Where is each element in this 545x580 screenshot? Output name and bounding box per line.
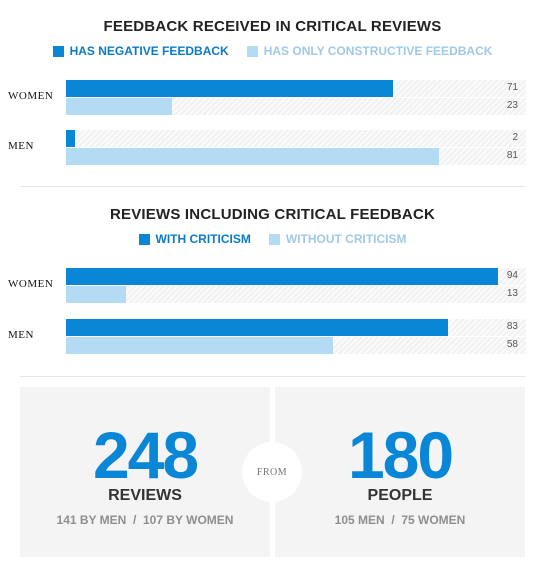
people-stat-panel: 180 PEOPLE 105 MEN / 75 WOMEN <box>275 387 525 557</box>
bar-value-label: 23 <box>506 100 518 111</box>
legend-item-negative: HAS NEGATIVE FEEDBACK <box>52 44 229 58</box>
chart-2-title: REVIEWS INCLUDING CRITICAL FEEDBACK <box>109 206 436 223</box>
section-divider <box>20 376 525 377</box>
bar-track: 2 <box>66 130 526 147</box>
legend-swatch-with-criticism <box>138 233 150 245</box>
legend-label-without-criticism: WITHOUT CRITICISM <box>285 232 407 246</box>
category-label-men: MEN <box>8 140 34 152</box>
bar-men-series-1 <box>66 148 439 165</box>
reviews-count: 248 <box>92 418 199 492</box>
reviews-breakdown: 141 BY MEN / 107 BY WOMEN <box>56 513 234 527</box>
bar-value-label: 13 <box>506 288 518 299</box>
bar-women-series-1 <box>66 286 126 303</box>
bar-men-series-1 <box>66 337 333 354</box>
legend-label-negative: HAS NEGATIVE FEEDBACK <box>69 44 229 58</box>
legend-item-with-criticism: WITH CRITICISM <box>138 232 251 246</box>
chart-1-title: FEEDBACK RECEIVED IN CRITICAL REVIEWS <box>103 18 442 35</box>
reviews-stat-panel: 248 REVIEWS 141 BY MEN / 107 BY WOMEN <box>20 387 270 557</box>
bar-women-series-0 <box>66 80 393 97</box>
from-label: FROM <box>256 466 288 478</box>
bar-track: 81 <box>66 148 526 165</box>
people-breakdown: 105 MEN / 75 WOMEN <box>334 513 466 527</box>
bar-value-label: 83 <box>506 321 518 332</box>
bar-women-series-0 <box>66 268 499 285</box>
legend-label-with-criticism: WITH CRITICISM <box>155 232 251 246</box>
legend-item-constructive: HAS ONLY CONSTRUCTIVE FEEDBACK <box>246 44 493 58</box>
bar-value-label: 71 <box>506 82 518 93</box>
category-label-women: WOMEN <box>8 90 54 102</box>
people-count: 180 <box>347 418 454 492</box>
legend-swatch-without-criticism <box>268 233 280 245</box>
legend-swatch-negative <box>52 45 64 57</box>
legend-label-constructive: HAS ONLY CONSTRUCTIVE FEEDBACK <box>263 44 493 58</box>
bar-value-label: 81 <box>506 150 518 161</box>
chart-1-legend: HAS NEGATIVE FEEDBACK HAS ONLY CONSTRUCT… <box>0 44 545 58</box>
bar-track: 58 <box>66 337 526 354</box>
bar-track: 94 <box>66 268 526 285</box>
bar-track: 13 <box>66 286 526 303</box>
bar-men-series-0 <box>66 319 448 336</box>
legend-swatch-constructive <box>246 45 258 57</box>
category-label-men: MEN <box>8 329 34 341</box>
bar-value-label: 2 <box>512 132 518 143</box>
section-divider <box>20 186 525 187</box>
reviews-label: REVIEWS <box>108 487 182 504</box>
bar-women-series-1 <box>66 98 172 115</box>
bar-value-label: 94 <box>506 270 518 281</box>
bar-men-series-0 <box>66 130 76 147</box>
bar-value-label: 58 <box>506 339 518 350</box>
bar-track: 23 <box>66 98 526 115</box>
chart-2-legend: WITH CRITICISM WITHOUT CRITICISM <box>0 232 545 246</box>
bar-track: 71 <box>66 80 526 97</box>
category-label-women: WOMEN <box>8 278 54 290</box>
legend-item-without-criticism: WITHOUT CRITICISM <box>268 232 407 246</box>
people-label: PEOPLE <box>367 487 433 504</box>
from-badge: FROM <box>242 442 302 502</box>
bar-track: 83 <box>66 319 526 336</box>
